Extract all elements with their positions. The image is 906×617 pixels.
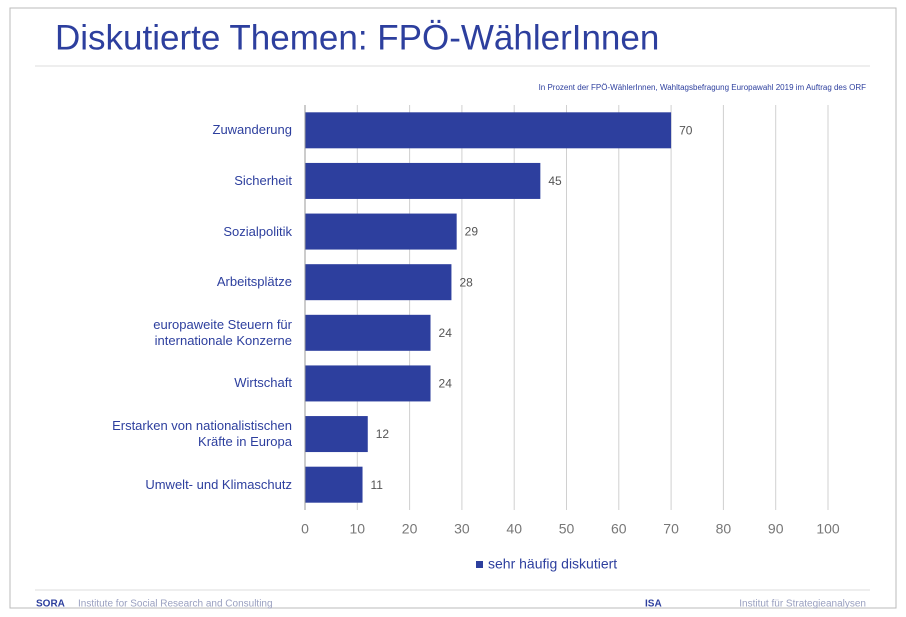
x-tick-label: 80 bbox=[716, 521, 732, 537]
bar bbox=[305, 162, 541, 199]
bar bbox=[305, 416, 368, 453]
data-label: 70 bbox=[679, 123, 693, 137]
chart-subtitle: In Prozent der FPÖ-WählerInnen, Wahltags… bbox=[539, 83, 867, 92]
bar bbox=[305, 314, 431, 351]
x-tick-label: 60 bbox=[611, 521, 627, 537]
y-tick-label: Wirtschaft bbox=[234, 375, 292, 391]
y-tick-label: Arbeitsplätze bbox=[216, 274, 292, 290]
footer-text: Institute for Social Research and Consul… bbox=[78, 599, 273, 610]
legend-label: sehr häufig diskutiert bbox=[488, 556, 617, 572]
data-label: 29 bbox=[465, 225, 479, 239]
x-tick-label: 0 bbox=[301, 521, 309, 537]
footer-text: Institut für Strategieanalysen bbox=[739, 599, 866, 610]
data-label: 45 bbox=[548, 174, 562, 188]
y-tick-label: Zuwanderung bbox=[212, 122, 293, 138]
data-label: 24 bbox=[439, 377, 453, 391]
chart-title: Diskutierte Themen: FPÖ-WählerInnen bbox=[55, 18, 659, 57]
x-tick-label: 20 bbox=[402, 521, 418, 537]
data-label: 11 bbox=[371, 478, 384, 492]
bar bbox=[305, 112, 672, 149]
y-tick-label: europaweite Steuern für internationale K… bbox=[153, 316, 292, 348]
x-tick-label: 50 bbox=[559, 521, 575, 537]
x-tick-label: 40 bbox=[506, 521, 522, 537]
x-tick-label: 90 bbox=[768, 521, 784, 537]
x-tick-label: 10 bbox=[350, 521, 366, 537]
legend-swatch bbox=[476, 561, 483, 568]
y-tick-label: Umwelt- und Klimaschutz bbox=[145, 476, 292, 492]
y-tick-label: Sicherheit bbox=[234, 172, 292, 188]
footer-brand: ISA bbox=[645, 599, 662, 610]
x-tick-label: 100 bbox=[816, 521, 840, 537]
y-tick-label: Sozialpolitik bbox=[223, 223, 292, 239]
footer-brand: SORA bbox=[36, 599, 65, 610]
bar bbox=[305, 213, 457, 250]
y-tick-label: Erstarken von nationalistischen Kräfte i… bbox=[112, 418, 292, 450]
bar bbox=[305, 264, 452, 301]
data-label: 12 bbox=[376, 427, 390, 441]
bar bbox=[305, 365, 431, 402]
data-label: 28 bbox=[459, 275, 473, 289]
slide-frame bbox=[9, 7, 897, 609]
x-tick-label: 30 bbox=[454, 521, 470, 537]
x-tick-label: 70 bbox=[663, 521, 679, 537]
bar bbox=[305, 466, 363, 503]
data-label: 24 bbox=[439, 326, 453, 340]
